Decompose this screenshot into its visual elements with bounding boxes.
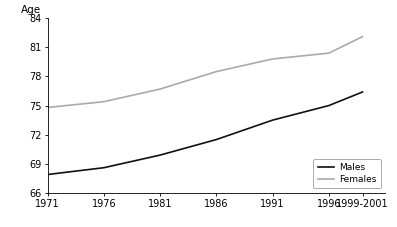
Males [158, 154, 162, 156]
Females [270, 58, 275, 60]
Line: Females: Females [48, 37, 362, 108]
Males [270, 119, 275, 121]
Females [326, 52, 331, 54]
Males [102, 166, 106, 169]
Line: Males: Males [48, 92, 362, 175]
Females [360, 35, 365, 38]
Females [102, 100, 106, 103]
Males [45, 173, 50, 176]
Females [45, 106, 50, 109]
Males [360, 91, 365, 93]
Text: Age: Age [21, 5, 41, 15]
Males [214, 138, 219, 141]
Females [158, 88, 162, 90]
Males [326, 104, 331, 107]
Legend: Males, Females: Males, Females [313, 159, 381, 188]
Females [214, 70, 219, 73]
